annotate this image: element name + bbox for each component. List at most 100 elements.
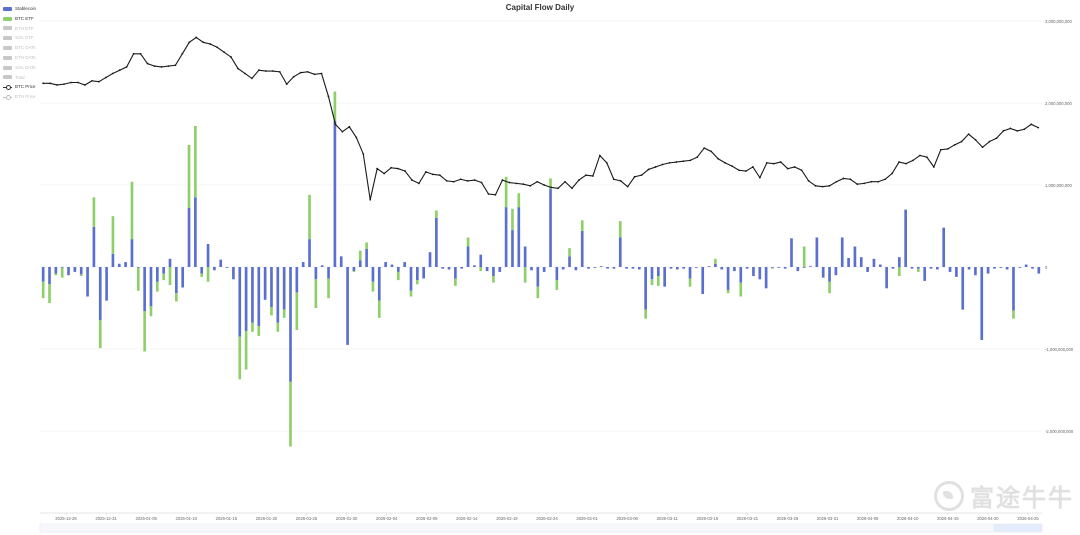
legend-item[interactable]: ETH Price <box>3 92 36 102</box>
bar-btc-etf <box>92 197 96 227</box>
btc-price-point <box>877 180 880 183</box>
bar-stablecoin <box>479 254 483 267</box>
btc-price-point <box>1037 126 1040 129</box>
bar-stablecoin <box>92 226 96 267</box>
legend-label: Total <box>15 74 25 80</box>
legend-label: ETH DATs <box>15 54 36 60</box>
bar-btc-etf <box>377 300 381 318</box>
btc-price-point <box>772 162 775 165</box>
bar-stablecoin <box>365 248 368 267</box>
btc-price-point <box>550 186 553 189</box>
bar-stablecoin <box>206 244 210 267</box>
bar-stablecoin <box>974 267 977 276</box>
legend-item[interactable]: BTC ETF <box>3 14 36 24</box>
legend-item[interactable]: Stablecoin <box>3 4 36 14</box>
watermark: 富途牛牛 <box>934 478 1074 513</box>
bar-stablecoin <box>511 230 514 267</box>
x-tick-label: 2026-01-20 <box>256 516 278 521</box>
btc-price-point <box>557 187 559 190</box>
bar-stablecoin <box>859 257 863 267</box>
bar-stablecoin <box>872 258 876 267</box>
btc-price-point <box>675 161 678 163</box>
btc-price-point <box>912 159 914 162</box>
bar-btc-etf <box>333 91 337 122</box>
btc-price-point <box>925 156 928 159</box>
legend-swatch-sol-etf <box>3 36 12 41</box>
bar-stablecoin <box>295 267 299 293</box>
btc-price-point <box>223 51 225 54</box>
bar-stablecoin <box>1018 267 1022 268</box>
bar-btc-etf <box>504 176 508 208</box>
y-tick-label: 1,000,000,000 <box>1045 183 1072 188</box>
slider-track <box>39 523 1043 533</box>
legend-item[interactable]: SOL DATs <box>3 63 36 73</box>
btc-price-point <box>605 161 608 164</box>
bar-stablecoin <box>289 267 292 382</box>
btc-price-point <box>111 72 114 75</box>
legend-item[interactable]: BTC DATs <box>3 43 36 53</box>
bar-stablecoin <box>682 267 686 269</box>
bar-btc-etf <box>314 279 318 308</box>
bar-btc-etf <box>143 311 146 352</box>
btc-price-point <box>543 184 546 186</box>
bar-stablecoin <box>999 267 1003 268</box>
btc-price-point <box>939 148 942 151</box>
btc-price-point <box>522 183 525 186</box>
btc-price-point <box>487 193 490 195</box>
btc-price-point <box>717 157 720 160</box>
bar-btc-etf <box>352 271 356 272</box>
btc-price-point <box>1023 128 1026 131</box>
btc-price-point <box>494 193 497 196</box>
bar-stablecoin <box>460 267 464 269</box>
legend-item[interactable]: Total <box>3 73 36 83</box>
x-tick-label: 2026-01-25 <box>296 516 318 521</box>
bar-stablecoin <box>840 237 844 267</box>
bar-stablecoin <box>656 267 660 277</box>
btc-price-point <box>167 65 170 67</box>
btc-price-point <box>313 73 316 76</box>
btc-price-point <box>501 179 504 181</box>
bar-stablecoin <box>599 266 603 267</box>
bar-stablecoin <box>1037 267 1041 274</box>
btc-price-point <box>251 77 253 80</box>
bar-stablecoin <box>238 267 242 337</box>
bar-stablecoin <box>136 267 140 268</box>
bar-stablecoin <box>587 267 590 269</box>
btc-price-point <box>320 72 323 75</box>
legend-label: Stablecoin <box>15 6 37 11</box>
btc-price-point <box>411 179 413 181</box>
btc-price-point <box>63 83 65 86</box>
btc-price-point <box>598 154 601 157</box>
btc-price-point <box>376 167 379 170</box>
zoom-slider[interactable] <box>39 523 1043 533</box>
bar-btc-etf <box>79 274 83 277</box>
bar-stablecoin <box>1024 264 1028 267</box>
legend-item[interactable]: ETH DATs <box>3 53 36 63</box>
btc-price-point <box>967 133 970 136</box>
legend-item[interactable]: BTC Price <box>3 82 36 92</box>
legend-item[interactable]: ETH ETF <box>3 24 36 34</box>
bar-stablecoin <box>390 264 394 267</box>
btc-price-point <box>710 150 713 153</box>
btc-price-point <box>946 148 949 150</box>
bar-stablecoin <box>555 267 559 281</box>
btc-price-point <box>90 79 93 82</box>
btc-price-point <box>953 143 956 146</box>
btc-price-point <box>571 187 573 190</box>
bar-btc-etf <box>644 309 647 319</box>
bar-btc-etf <box>60 267 64 278</box>
btc-price-point <box>188 41 191 44</box>
btc-price-point <box>404 170 406 172</box>
bar-btc-etf <box>435 210 438 218</box>
bar-stablecoin <box>282 267 286 310</box>
bar-stablecoin <box>885 267 888 289</box>
bar-stablecoin <box>758 267 762 280</box>
btc-price-point <box>870 180 873 183</box>
bar-stablecoin <box>301 262 305 267</box>
x-tick-label: 2026-01-05 <box>135 516 157 521</box>
x-tick-label: 2026-03-06 <box>616 516 638 521</box>
legend-item[interactable]: SOL ETF <box>3 33 36 43</box>
btc-price-point <box>299 71 302 74</box>
bar-btc-etf <box>917 268 920 272</box>
